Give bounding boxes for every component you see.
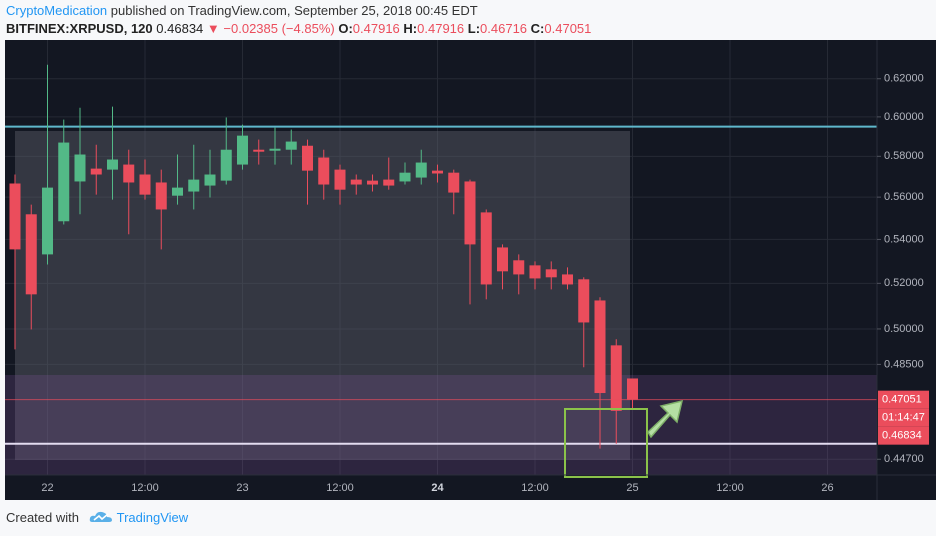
x-tick-label: 23 bbox=[236, 482, 248, 494]
candle-body bbox=[155, 182, 167, 210]
last-price-label: 0.47051 bbox=[882, 394, 922, 406]
target-box bbox=[564, 408, 648, 478]
x-tick-label: 12:00 bbox=[716, 482, 744, 494]
ohlc-value: 0.47916 bbox=[417, 21, 465, 36]
ohlc-label: O: bbox=[338, 21, 353, 36]
candle-body bbox=[123, 164, 135, 183]
up-arrow bbox=[647, 399, 684, 439]
candle-body bbox=[448, 172, 460, 193]
candle-body bbox=[302, 145, 313, 171]
candle-body bbox=[58, 142, 70, 222]
y-tick-label: 0.58000 bbox=[884, 150, 924, 162]
candle-body bbox=[497, 247, 508, 272]
candle-body bbox=[383, 179, 395, 186]
logo bbox=[89, 511, 112, 522]
change: −0.02385 (−4.85%) bbox=[223, 21, 335, 36]
y-tick-label: 0.62000 bbox=[884, 73, 924, 85]
footer-prefix: Created with bbox=[6, 510, 79, 525]
candle-body bbox=[464, 181, 476, 245]
candle-body bbox=[74, 154, 86, 182]
candle-body bbox=[285, 141, 297, 150]
ohlc-label: C: bbox=[530, 21, 545, 36]
candle-body bbox=[107, 159, 118, 170]
line-price-label: 0.46834 bbox=[882, 430, 922, 442]
ohlc: O:0.47916 H:0.47916 L:0.46716 C:0.47051 bbox=[335, 21, 592, 36]
candle-body bbox=[25, 214, 37, 295]
ohlc-value: 0.47916 bbox=[352, 21, 400, 36]
footer: Created with TradingView bbox=[6, 510, 188, 525]
ohlc-label: H: bbox=[403, 21, 418, 36]
candle-body bbox=[594, 300, 606, 394]
candle-body bbox=[415, 162, 427, 178]
range-box bbox=[15, 131, 630, 460]
candle-body bbox=[139, 174, 151, 195]
candle-body bbox=[562, 274, 573, 285]
y-tick-label: 0.60000 bbox=[884, 111, 924, 123]
candle-body bbox=[350, 179, 362, 185]
y-tick-label: 0.48500 bbox=[884, 358, 924, 370]
symbol-line: BITFINEX:XRPUSD, 120 0.46834 ▼ −0.02385 … bbox=[6, 21, 591, 36]
candle-body bbox=[253, 149, 265, 152]
chart: 0.62000 0.60000 0.58000 0.56000 0.54000 0.520… bbox=[5, 40, 936, 500]
candle-body bbox=[42, 187, 53, 255]
y-tick-label: 0.56000 bbox=[884, 191, 924, 203]
zone bbox=[5, 375, 877, 475]
y-tick-label: 0.52000 bbox=[884, 277, 924, 289]
candle-body bbox=[432, 170, 443, 174]
candle-body bbox=[399, 172, 411, 182]
x-tick-label: 26 bbox=[821, 482, 833, 494]
x-tick-label: 12:00 bbox=[131, 482, 159, 494]
y-tick-label: 0.54000 bbox=[884, 233, 924, 245]
footer-brand[interactable]: TradingView bbox=[116, 510, 189, 525]
x-tick-label: 12:00 bbox=[521, 482, 549, 494]
candle-body bbox=[529, 265, 541, 279]
y-tick-label: 0.50000 bbox=[884, 323, 924, 335]
candle-body bbox=[220, 149, 232, 181]
x-tick-label: 24 bbox=[431, 482, 444, 494]
ohlc-label: L: bbox=[467, 21, 481, 36]
candle-body bbox=[188, 179, 200, 192]
countdown-label-box bbox=[878, 408, 929, 427]
candle-body bbox=[318, 157, 330, 185]
y-tick-label: 0.44700 bbox=[884, 453, 924, 465]
candle-body bbox=[578, 279, 590, 323]
countdown-label: 01:14:47 bbox=[882, 412, 925, 424]
candle-body bbox=[237, 135, 248, 165]
symbol: BITFINEX:XRPUSD, 120 bbox=[6, 21, 153, 36]
ohlc-value: 0.47051 bbox=[544, 21, 592, 36]
candle-body bbox=[172, 187, 183, 196]
ohlc-value: 0.46716 bbox=[480, 21, 528, 36]
candle-body bbox=[90, 168, 102, 175]
arrow: ▼ bbox=[206, 21, 220, 36]
x-tick-label: 12:00 bbox=[326, 482, 354, 494]
author[interactable]: CryptoMedication bbox=[6, 3, 108, 18]
candle-body bbox=[627, 378, 638, 400]
publish-line: CryptoMedication published on TradingVie… bbox=[6, 3, 478, 18]
candle-body bbox=[204, 174, 216, 186]
x-tick-label: 22 bbox=[41, 482, 53, 494]
x-tick-label: 25 bbox=[626, 482, 638, 494]
candle-body bbox=[367, 180, 378, 185]
candle-body bbox=[545, 269, 557, 278]
candle-body bbox=[610, 345, 622, 411]
last-price-label-box bbox=[878, 390, 929, 409]
candle-body bbox=[334, 169, 346, 190]
candle-body bbox=[513, 260, 525, 275]
line-price-label-box bbox=[878, 426, 929, 445]
candle-body bbox=[269, 148, 281, 151]
last-price: 0.46834 bbox=[156, 21, 204, 36]
candle-body bbox=[480, 212, 492, 285]
candle-body bbox=[9, 183, 21, 250]
published: published on TradingView.com, September … bbox=[110, 3, 478, 18]
